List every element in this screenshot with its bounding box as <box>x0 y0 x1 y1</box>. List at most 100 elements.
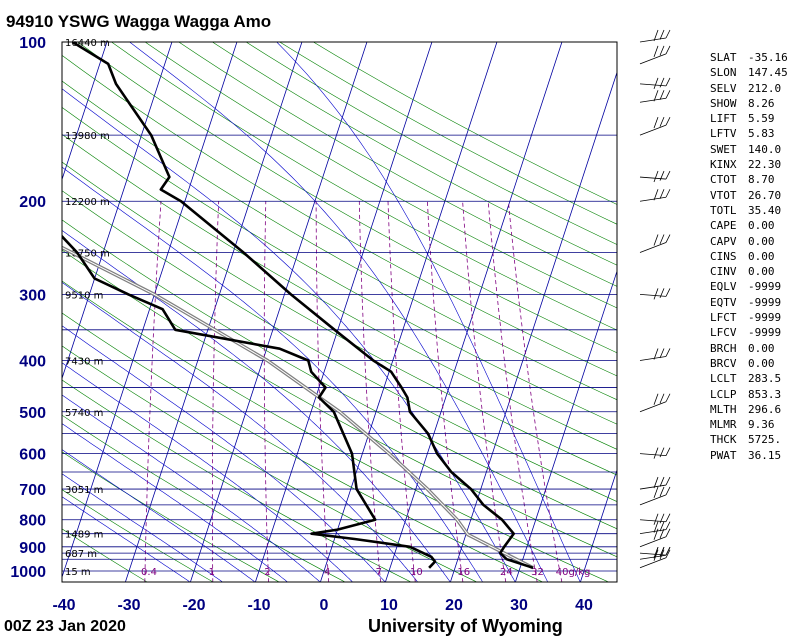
mixing-ratio-label: 16 <box>457 567 470 578</box>
label-layer: 0.4 1 2 4 7 10 16 24 32 40g/kg1002003004005006007… <box>10 35 593 614</box>
wind-barb <box>639 77 671 90</box>
index-key: CAPE <box>710 219 737 233</box>
dry-adiabat-line <box>62 190 617 502</box>
barb-staff <box>639 242 667 253</box>
index-key: KINX <box>710 158 737 172</box>
isotherm-line <box>514 269 617 582</box>
barb-flag <box>653 549 659 561</box>
index-value: 36.15 <box>748 448 782 462</box>
temperature-tick-label: -10 <box>247 597 270 614</box>
barb-staff <box>639 529 667 535</box>
temperature-tick-label: 30 <box>510 597 528 614</box>
barb-staff <box>639 557 667 569</box>
moist-adiabat-line <box>62 449 256 582</box>
barb-staff <box>639 401 667 413</box>
mixing-ratio-label: 10 <box>410 567 423 578</box>
index-key: EQTV <box>710 295 737 309</box>
pressure-tick-label: 500 <box>19 405 46 422</box>
temperature-tick-label: 40 <box>575 597 593 614</box>
index-row: CINS 0.00 <box>710 249 788 264</box>
barb-flag <box>653 90 659 102</box>
pressure-tick-label: 400 <box>19 353 46 370</box>
index-value: 0.00 <box>748 234 775 248</box>
barb-flag <box>665 528 671 537</box>
wind-barbs <box>639 29 671 569</box>
index-row: KINX 22.30 <box>710 157 788 172</box>
index-value: 0.00 <box>748 356 775 370</box>
index-value: 296.6 <box>748 402 782 416</box>
index-row: LIFT 5.59 <box>710 111 788 126</box>
index-value: 212.0 <box>748 81 782 95</box>
index-value: 35.40 <box>748 203 782 217</box>
barb-flag <box>659 393 665 404</box>
index-row: SLON 147.45 <box>710 65 788 80</box>
height-label: 9510 m <box>65 290 103 301</box>
barb-flag <box>653 45 659 58</box>
wind-barb <box>639 90 671 103</box>
temperature-trace <box>71 42 534 570</box>
isotherm-line <box>0 42 42 582</box>
wind-barb <box>639 288 671 300</box>
index-key: MLMR <box>710 418 737 432</box>
index-value: 0.00 <box>748 265 775 279</box>
index-key: BRCV <box>710 356 737 370</box>
barb-staff <box>639 293 667 297</box>
pressure-tick-label: 300 <box>19 287 46 304</box>
mixing-ratio-line <box>315 201 330 582</box>
barb-staff <box>639 37 667 43</box>
index-row: BRCV 0.00 <box>710 356 788 371</box>
wind-barb <box>639 189 671 202</box>
index-key: SLON <box>710 66 737 80</box>
index-key: CINS <box>710 249 737 263</box>
index-key: LIFT <box>710 112 737 126</box>
index-row: LCLT 283.5 <box>710 371 788 386</box>
moist-adiabat-line <box>62 229 451 582</box>
dry-adiabat-line <box>178 42 617 287</box>
index-value: 8.26 <box>748 96 775 110</box>
dry-adiabat-line <box>62 451 280 582</box>
index-key: LFTV <box>710 127 737 141</box>
barb-flag <box>659 170 665 181</box>
barb-flag <box>665 170 671 180</box>
index-value: -9999 <box>748 295 782 309</box>
index-row: VTOT 26.70 <box>710 188 788 203</box>
barb-staff <box>639 536 667 548</box>
barb-staff <box>639 176 667 180</box>
barb-flag <box>659 234 665 245</box>
index-key: SWET <box>710 142 737 156</box>
temperature-tick-label: -20 <box>182 597 205 614</box>
isotherm-line <box>62 42 238 579</box>
wind-barb <box>639 29 671 43</box>
dry-adiabat-line <box>62 54 617 377</box>
barb-staff <box>639 484 667 490</box>
index-value: 147.45 <box>748 66 788 80</box>
mixing-ratio-line <box>462 201 507 582</box>
index-row: SHOW 8.26 <box>710 96 788 111</box>
index-key: LCLP <box>710 387 737 401</box>
observation-time: 00Z 23 Jan 2020 <box>4 618 126 635</box>
index-row: CAPE 0.00 <box>710 218 788 233</box>
index-key: SELV <box>710 81 737 95</box>
wind-barb <box>639 234 671 253</box>
barb-flag <box>659 513 665 524</box>
pressure-tick-label: 700 <box>19 482 46 499</box>
index-key: LCLT <box>710 372 737 386</box>
wind-barb <box>639 45 671 65</box>
wind-barb <box>639 546 671 559</box>
dry-adiabat-line <box>62 219 617 530</box>
dry-adiabat-line <box>62 414 346 582</box>
index-value: 140.0 <box>748 142 782 156</box>
wind-barb <box>639 476 671 490</box>
dry-adiabat-line <box>62 528 148 582</box>
moist-adiabat-line <box>62 362 354 582</box>
index-value: 0.00 <box>748 219 775 233</box>
index-row: BRCH 0.00 <box>710 341 788 356</box>
mixing-ratio-label: 2 <box>264 567 270 578</box>
index-value: -9999 <box>748 311 782 325</box>
index-row: SLAT -35.16 <box>710 50 788 65</box>
barb-flag <box>659 90 665 100</box>
index-row: MLTH 296.6 <box>710 402 788 417</box>
dry-adiabat-line <box>313 42 617 205</box>
dry-adiabat-line <box>62 312 544 582</box>
barb-flag <box>665 447 671 456</box>
